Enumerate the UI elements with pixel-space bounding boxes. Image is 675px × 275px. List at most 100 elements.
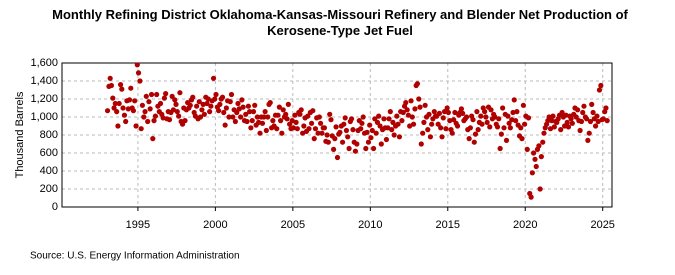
point	[431, 109, 437, 115]
point	[416, 96, 422, 102]
point	[514, 109, 520, 115]
point	[458, 106, 465, 112]
point	[409, 114, 415, 120]
point	[293, 119, 299, 125]
point	[157, 100, 164, 107]
point	[422, 102, 428, 108]
point	[363, 145, 369, 152]
point	[376, 113, 382, 119]
y-tick-label: 0	[52, 201, 58, 213]
point	[587, 118, 594, 125]
point	[463, 114, 470, 120]
point	[506, 120, 512, 126]
point	[245, 103, 251, 109]
point	[330, 146, 337, 152]
point	[228, 91, 235, 98]
point	[107, 75, 113, 81]
point	[400, 109, 406, 116]
point	[294, 126, 300, 132]
point	[405, 112, 412, 118]
point	[421, 119, 427, 125]
point	[160, 115, 166, 121]
point	[546, 114, 552, 120]
point	[176, 113, 182, 119]
point	[436, 110, 443, 116]
point	[247, 109, 253, 115]
point	[487, 124, 493, 130]
point	[372, 116, 378, 122]
point	[190, 94, 196, 100]
point	[226, 114, 232, 120]
point	[417, 104, 423, 110]
point	[236, 106, 242, 112]
point	[150, 136, 156, 142]
point	[111, 105, 117, 111]
point	[418, 141, 424, 147]
point	[399, 118, 405, 124]
point	[312, 126, 319, 132]
point	[283, 111, 289, 117]
point	[169, 93, 175, 99]
point	[297, 111, 303, 117]
point	[265, 114, 271, 120]
point	[589, 101, 595, 107]
y-tick-label: 1,000	[30, 111, 58, 123]
point	[407, 123, 413, 129]
point	[148, 91, 155, 98]
point	[594, 113, 600, 119]
point	[154, 91, 160, 98]
point	[501, 125, 507, 131]
point	[290, 125, 297, 131]
point	[240, 104, 246, 110]
point	[359, 120, 365, 126]
point	[222, 122, 228, 128]
point	[537, 186, 543, 192]
point	[146, 99, 152, 105]
point	[275, 112, 281, 118]
point	[147, 106, 153, 112]
point	[239, 97, 245, 103]
point	[125, 106, 131, 112]
point	[429, 121, 435, 127]
point	[394, 113, 400, 119]
point	[210, 75, 217, 81]
point	[128, 85, 134, 91]
point	[561, 123, 568, 129]
point	[390, 119, 396, 125]
point	[444, 105, 450, 111]
point	[142, 109, 148, 115]
point	[284, 116, 290, 122]
point	[559, 109, 565, 116]
x-tick-label: 2015	[436, 219, 460, 231]
point	[248, 125, 254, 131]
point	[345, 134, 351, 140]
point	[315, 130, 321, 136]
point	[194, 103, 200, 109]
y-tick-label: 1,200	[30, 93, 58, 105]
x-tick-label: 1995	[126, 219, 150, 231]
point	[110, 95, 116, 101]
point	[321, 125, 328, 131]
point	[578, 118, 585, 125]
point	[346, 145, 352, 152]
point	[488, 107, 494, 113]
plot-frame	[61, 62, 613, 208]
point	[600, 116, 606, 122]
point	[182, 118, 188, 124]
point	[104, 108, 111, 114]
point	[262, 109, 268, 115]
y-tick-label: 800	[40, 129, 58, 141]
point	[575, 107, 581, 113]
point	[564, 119, 570, 125]
point	[308, 120, 315, 126]
point	[120, 105, 126, 111]
point	[143, 93, 149, 99]
point	[197, 114, 204, 120]
point	[531, 150, 537, 156]
point	[205, 96, 211, 102]
point	[249, 118, 255, 124]
point	[596, 87, 603, 93]
point	[573, 114, 579, 120]
y-tick-label: 600	[40, 147, 58, 159]
point	[389, 127, 395, 133]
